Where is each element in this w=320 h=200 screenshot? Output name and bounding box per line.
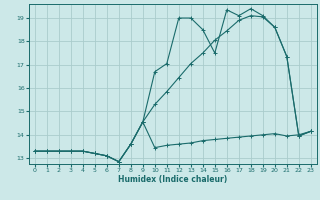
X-axis label: Humidex (Indice chaleur): Humidex (Indice chaleur) (118, 175, 228, 184)
